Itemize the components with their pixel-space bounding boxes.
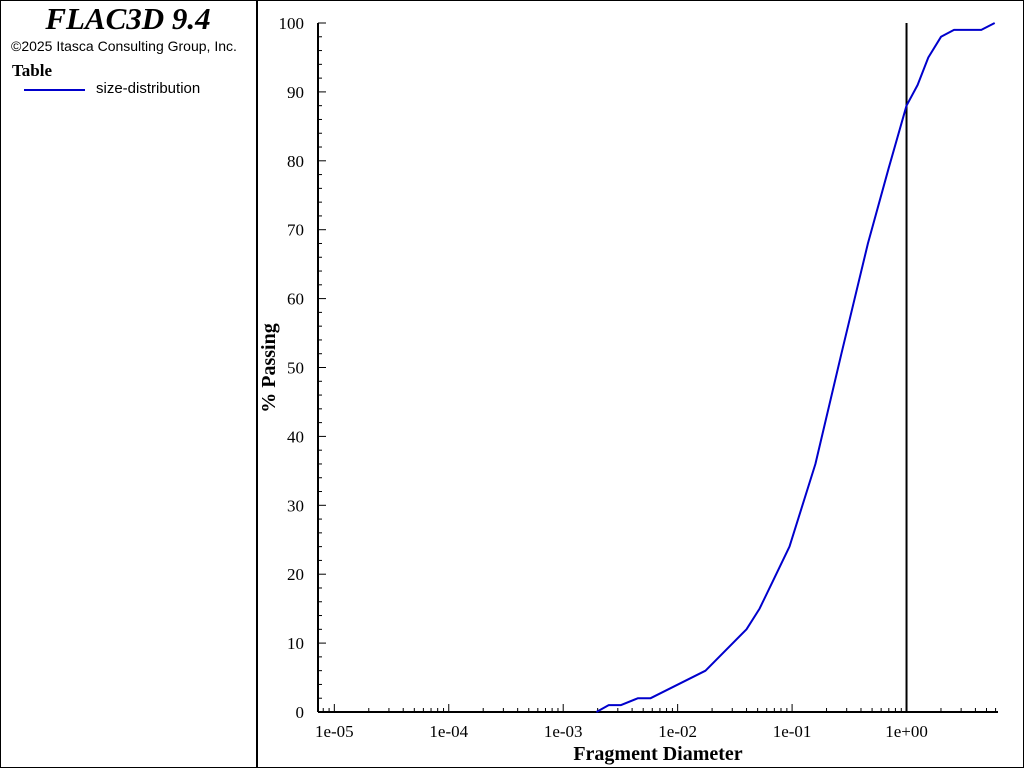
x-tick-label: 1e-04 — [429, 722, 468, 741]
y-tick-label: 40 — [287, 427, 304, 446]
copyright-text: ©2025 Itasca Consulting Group, Inc. — [11, 38, 237, 54]
x-tick-label: 1e+00 — [885, 722, 928, 741]
y-tick-label: 100 — [279, 14, 305, 33]
panel-divider — [256, 0, 258, 768]
legend-item-size-distribution[interactable]: size-distribution — [24, 80, 254, 100]
series-line-size-distribution — [595, 22, 996, 713]
app-title: FLAC3D 9.4 — [45, 1, 211, 36]
x-tick-label: 1e-01 — [773, 722, 812, 741]
y-tick-label: 50 — [287, 359, 304, 378]
legend-item-label: size-distribution — [96, 80, 201, 97]
legend-panel: FLAC3D 9.4 ©2025 Itasca Consulting Group… — [0, 0, 256, 768]
x-tick-label: 1e-02 — [658, 722, 697, 741]
series-layer — [595, 22, 996, 713]
x-tick-label: 1e-05 — [315, 722, 354, 741]
y-axis-title: % Passing — [258, 323, 280, 412]
y-tick-label: 80 — [287, 152, 304, 171]
x-tick-label: 1e-03 — [544, 722, 583, 741]
y-axis: 0 10 20 30 40 50 60 70 80 90 100 — [279, 14, 326, 722]
y-tick-label: 10 — [287, 634, 304, 653]
y-tick-label: 90 — [287, 83, 304, 102]
y-tick-label: 60 — [287, 290, 304, 309]
legend-heading: Table — [12, 61, 53, 80]
y-tick-label: 20 — [287, 565, 304, 584]
y-tick-label: 0 — [296, 703, 305, 722]
y-tick-label: 70 — [287, 221, 304, 240]
x-axis-title: Fragment Diameter — [573, 743, 742, 765]
legend-line-swatch — [24, 89, 85, 91]
y-tick-label: 30 — [287, 496, 304, 515]
x-axis: 1e-05 1e-04 1e-03 1e-02 1e-01 1e+00 — [315, 704, 998, 741]
